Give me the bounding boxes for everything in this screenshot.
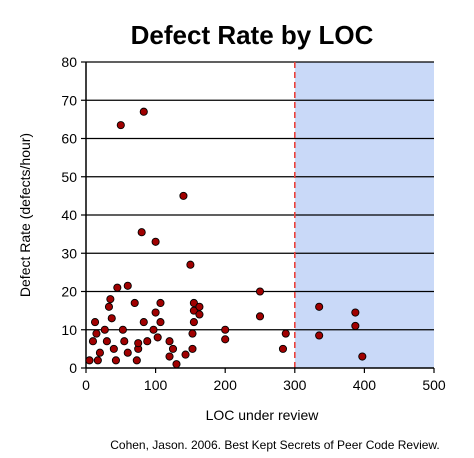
data-point bbox=[116, 121, 125, 130]
data-point bbox=[139, 318, 148, 327]
data-point bbox=[113, 283, 122, 292]
data-point bbox=[109, 344, 118, 353]
x-tick-label: 300 bbox=[283, 377, 307, 393]
y-axis-label: Defect Rate (defects/hour) bbox=[17, 133, 33, 297]
data-point bbox=[130, 298, 139, 308]
y-tick-label: 70 bbox=[61, 92, 77, 108]
y-tick-label: 60 bbox=[61, 131, 77, 147]
data-point bbox=[153, 333, 162, 342]
data-point bbox=[143, 337, 152, 346]
data-point bbox=[188, 329, 197, 338]
data-point bbox=[181, 350, 190, 359]
y-tick-label: 20 bbox=[61, 284, 77, 300]
data-point bbox=[106, 295, 115, 304]
y-tick-label: 0 bbox=[69, 360, 77, 376]
data-point bbox=[189, 306, 198, 315]
data-point bbox=[132, 356, 141, 365]
y-tick-label: 50 bbox=[61, 169, 77, 185]
data-point bbox=[93, 356, 102, 365]
x-tick-label: 0 bbox=[82, 377, 90, 393]
data-point bbox=[92, 329, 101, 338]
source-note: Cohen, Jason. 2006. Best Kept Secrets of… bbox=[110, 438, 440, 452]
data-point bbox=[195, 302, 204, 311]
data-point bbox=[351, 321, 360, 330]
y-tick-label: 40 bbox=[61, 207, 77, 223]
data-point bbox=[255, 287, 265, 296]
data-point bbox=[123, 281, 132, 290]
data-point bbox=[149, 325, 158, 334]
data-point bbox=[156, 318, 165, 327]
data-point bbox=[95, 348, 104, 357]
data-point bbox=[165, 337, 174, 346]
data-point bbox=[123, 348, 132, 357]
data-point bbox=[168, 344, 178, 353]
data-point bbox=[281, 329, 290, 338]
data-point bbox=[107, 314, 116, 323]
x-tick-label: 100 bbox=[144, 377, 168, 393]
data-point bbox=[351, 308, 360, 317]
y-tick-label: 80 bbox=[61, 54, 77, 70]
data-point bbox=[120, 337, 129, 346]
data-point bbox=[315, 331, 324, 340]
data-point bbox=[255, 312, 265, 321]
data-point bbox=[221, 335, 230, 344]
data-point bbox=[186, 260, 195, 269]
data-point bbox=[278, 344, 288, 353]
data-point bbox=[189, 318, 198, 327]
data-point bbox=[137, 228, 146, 237]
data-point bbox=[102, 337, 111, 346]
data-point bbox=[179, 191, 188, 200]
data-point bbox=[221, 325, 230, 334]
data-point bbox=[88, 337, 98, 346]
data-point bbox=[151, 308, 160, 317]
x-tick-label: 200 bbox=[214, 377, 238, 393]
data-point bbox=[85, 356, 94, 365]
data-point bbox=[100, 325, 109, 334]
data-point bbox=[90, 318, 100, 327]
data-point bbox=[118, 325, 127, 334]
y-tick-label: 30 bbox=[61, 245, 77, 261]
data-point bbox=[315, 302, 324, 311]
x-tick-label: 500 bbox=[422, 377, 446, 393]
data-point bbox=[134, 339, 143, 348]
chart-title: Defect Rate by LOC bbox=[131, 20, 374, 50]
data-point bbox=[104, 302, 114, 311]
data-point bbox=[139, 107, 148, 116]
data-point bbox=[156, 298, 165, 308]
data-point bbox=[172, 360, 181, 369]
data-point bbox=[188, 344, 197, 353]
x-tick-label: 400 bbox=[353, 377, 377, 393]
data-point bbox=[111, 356, 120, 365]
plot-region: 0 10 20 30 40 50 60 70 80 0 100 200 300 400 500 bbox=[61, 54, 445, 393]
data-point bbox=[358, 352, 367, 361]
data-point bbox=[165, 352, 174, 361]
x-axis-label: LOC under review bbox=[206, 407, 320, 423]
data-point bbox=[195, 310, 204, 319]
y-tick-label: 10 bbox=[61, 322, 77, 338]
data-point bbox=[151, 237, 160, 246]
